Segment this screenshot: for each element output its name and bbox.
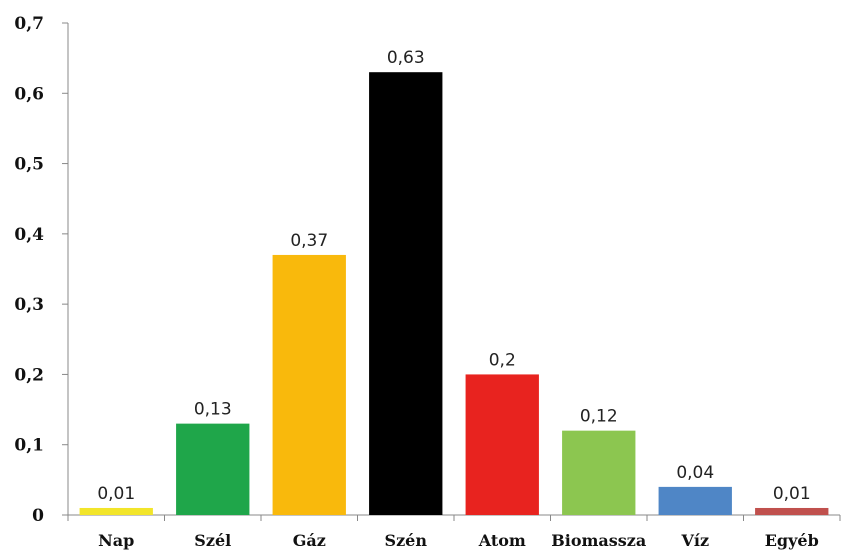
x-axis [67, 514, 841, 521]
data-label: 0,12 [580, 407, 618, 427]
category-labels: Nap Szél Gáz Szén Atom Biomassza Víz Egyéb [98, 531, 819, 550]
y-tick-label: 0,6 [14, 84, 44, 104]
data-label: 0,04 [676, 463, 714, 483]
category-label: Szél [194, 531, 231, 550]
y-tick-label: 0,7 [14, 14, 44, 34]
bar-szél [176, 423, 250, 515]
bars [79, 72, 829, 515]
y-tick-label: 0 [32, 506, 44, 526]
bar-víz [658, 486, 732, 515]
y-tick-label: 0,2 [14, 365, 44, 385]
bar-szén [369, 72, 443, 515]
data-label: 0,13 [194, 400, 232, 420]
y-tick-label: 0,5 [14, 155, 44, 175]
data-label: 0,01 [97, 484, 135, 504]
bar-biomassza [562, 430, 636, 515]
category-label: Atom [478, 531, 526, 550]
y-axis: 0 0,1 0,2 0,3 0,4 0,5 0,6 0,7 [14, 14, 69, 526]
data-label: 0,63 [387, 48, 425, 68]
category-label: Víz [680, 531, 709, 550]
bar-atom [465, 374, 539, 515]
category-label: Egyéb [765, 531, 819, 550]
category-label: Nap [98, 531, 134, 550]
y-tick-label: 0,1 [14, 436, 44, 456]
y-tick-label: 0,4 [14, 225, 44, 245]
category-label: Szén [385, 531, 428, 550]
bar-gáz [272, 254, 346, 515]
bar-egyéb [755, 507, 829, 515]
data-label: 0,01 [773, 484, 811, 504]
data-label: 0,2 [489, 350, 516, 370]
y-tick-label: 0,3 [14, 295, 44, 315]
data-label: 0,37 [290, 231, 328, 251]
category-label: Biomassza [551, 531, 646, 550]
category-label: Gáz [293, 531, 326, 550]
value-labels: 0,01 0,13 0,37 0,63 0,2 0,12 0,04 0,01 [97, 48, 810, 504]
bar-nap [79, 507, 153, 515]
